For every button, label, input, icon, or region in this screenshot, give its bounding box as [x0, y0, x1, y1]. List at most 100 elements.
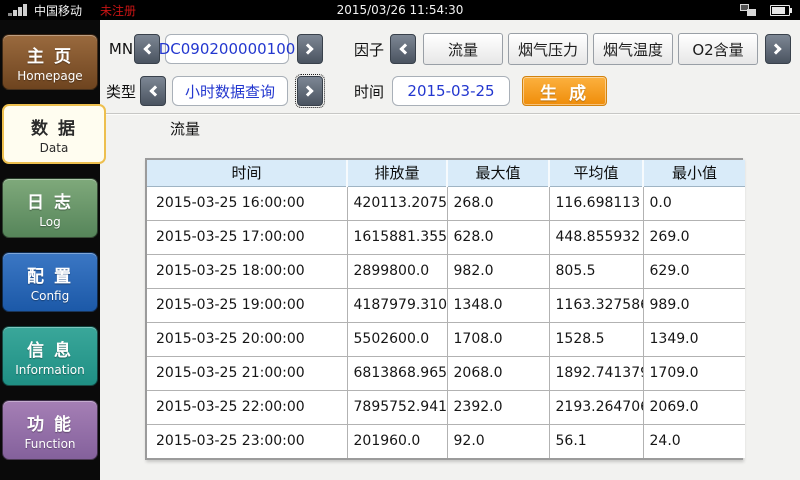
- table-cell: 6813868.9655⋯: [347, 356, 448, 391]
- sidebar-item-sublabel: Data: [39, 140, 69, 155]
- table-cell: 2015-03-25 18:00:00: [147, 254, 348, 289]
- type-prev-button[interactable]: [140, 76, 166, 106]
- table-cell: 201960.0: [347, 424, 448, 458]
- table-cell: 269.0: [643, 220, 745, 255]
- table-cell: 629.0: [643, 254, 745, 289]
- chevron-left-icon: [149, 85, 161, 97]
- sidebar-item-information[interactable]: 信 息 Information: [2, 326, 98, 386]
- table-cell: 1708.0: [447, 322, 550, 357]
- sidebar-item-label: 配 置: [27, 266, 73, 287]
- table-cell: 92.0: [447, 424, 550, 458]
- sidebar-item-label: 数 据: [31, 118, 77, 139]
- generate-button[interactable]: 生 成: [522, 76, 607, 106]
- status-bar: 中国移动 未注册 2015/03/26 11:54:30: [0, 0, 800, 20]
- mn-next-button[interactable]: [297, 34, 323, 64]
- sidebar: 主 页 Homepage 数 据 Data 日 志 Log 配 置 Config…: [0, 20, 106, 480]
- table-cell: 2899800.0: [347, 254, 448, 289]
- table-row: 2015-03-25 21:00:00 6813868.9655⋯ 2068.0…: [147, 356, 745, 391]
- factor-option-gas-temperature[interactable]: 烟气温度: [593, 33, 673, 65]
- table-row: 2015-03-25 18:00:00 2899800.0 982.0 805.…: [147, 254, 745, 289]
- sidebar-item-sublabel: Function: [24, 436, 76, 451]
- status-datetime: 2015/03/26 11:54:30: [336, 3, 464, 17]
- table-row: 2015-03-25 19:00:00 4187979.3103⋯ 1348.0…: [147, 288, 745, 323]
- sidebar-item-log[interactable]: 日 志 Log: [2, 178, 98, 238]
- carrier-label: 中国移动: [34, 3, 83, 18]
- time-value-field[interactable]: 2015-03-25: [392, 76, 510, 106]
- table-cell: 805.5: [549, 254, 644, 289]
- table-cell: 982.0: [447, 254, 550, 289]
- table-cell: 2392.0: [447, 390, 550, 425]
- network-icon: [740, 4, 756, 16]
- signal-strength-icon: [8, 4, 27, 16]
- factor-option-flow[interactable]: 流量: [423, 33, 503, 65]
- column-header-time: 时间: [147, 160, 348, 187]
- mn-prev-button[interactable]: [134, 34, 160, 64]
- table-cell: 1163.327586: [549, 288, 644, 323]
- table-cell: 2015-03-25 16:00:00: [147, 186, 348, 221]
- table-header-row: 时间 排放量 最大值 平均值 最小值: [147, 160, 745, 187]
- table-cell: 4187979.3103⋯: [347, 288, 448, 323]
- table-cell: 7895752.9411⋯: [347, 390, 448, 425]
- table-cell: 2015-03-25 21:00:00: [147, 356, 348, 391]
- form-row-mn-factor: MN DC090200000100 因子 流量 烟气压力 烟气温度 O2含量: [100, 33, 800, 65]
- factor-prev-button[interactable]: [390, 34, 416, 64]
- column-header-max: 最大值: [447, 160, 550, 187]
- table-cell: 1709.0: [643, 356, 745, 391]
- mn-label: MN: [108, 40, 134, 58]
- factor-label: 因子: [353, 40, 384, 59]
- sidebar-item-function[interactable]: 功 能 Function: [2, 400, 98, 460]
- table-cell: 268.0: [447, 186, 550, 221]
- sidebar-item-label: 主 页: [27, 46, 73, 67]
- sidebar-item-sublabel: Log: [39, 214, 61, 229]
- sidebar-item-homepage[interactable]: 主 页 Homepage: [2, 34, 98, 90]
- table-row: 2015-03-25 23:00:00 201960.0 92.0 56.1 2…: [147, 424, 745, 458]
- chevron-right-icon: [302, 85, 314, 97]
- sidebar-item-config[interactable]: 配 置 Config: [2, 252, 98, 312]
- type-label: 类型: [105, 82, 136, 101]
- table-cell: 1615881.3559⋯: [347, 220, 448, 255]
- sidebar-item-label: 信 息: [27, 340, 73, 361]
- mn-value-field[interactable]: DC090200000100: [159, 34, 295, 64]
- sidebar-item-sublabel: Homepage: [17, 68, 83, 83]
- status-icons: [740, 0, 792, 20]
- column-header-emission: 排放量: [347, 160, 448, 187]
- table-cell: 2015-03-25 20:00:00: [147, 322, 348, 357]
- table-cell: 1348.0: [447, 288, 550, 323]
- time-label: 时间: [353, 82, 384, 101]
- sidebar-item-sublabel: Config: [30, 288, 70, 303]
- table-cell: 2069.0: [643, 390, 745, 425]
- type-value-field[interactable]: 小时数据查询: [172, 76, 288, 106]
- factor-option-o2-content[interactable]: O2含量: [678, 33, 758, 65]
- chevron-right-icon: [302, 43, 314, 55]
- table-cell: 24.0: [643, 424, 745, 458]
- table-cell: 1528.5: [549, 322, 644, 357]
- sidebar-item-label: 日 志: [27, 192, 73, 213]
- factor-next-button[interactable]: [765, 34, 791, 64]
- data-table: 时间 排放量 最大值 平均值 最小值 2015-03-25 16:00:00 4…: [145, 158, 745, 460]
- sidebar-item-data[interactable]: 数 据 Data: [2, 104, 106, 164]
- table-cell: 989.0: [643, 288, 745, 323]
- sidebar-item-label: 功 能: [27, 414, 73, 435]
- column-header-min: 最小值: [643, 160, 745, 187]
- table-row: 2015-03-25 20:00:00 5502600.0 1708.0 152…: [147, 322, 745, 357]
- table-cell: 56.1: [549, 424, 644, 458]
- table-cell: 2015-03-25 19:00:00: [147, 288, 348, 323]
- table-row: 2015-03-25 16:00:00 420113.207547 268.0 …: [147, 186, 745, 221]
- table-cell: 1349.0: [643, 322, 745, 357]
- battery-icon: [770, 4, 792, 16]
- form-divider: [100, 113, 800, 115]
- sidebar-item-sublabel: Information: [15, 362, 85, 377]
- column-header-avg: 平均值: [549, 160, 644, 187]
- table-cell: 448.855932: [549, 220, 644, 255]
- table-cell: 2068.0: [447, 356, 550, 391]
- table-row: 2015-03-25 22:00:00 7895752.9411⋯ 2392.0…: [147, 390, 745, 425]
- chevron-left-icon: [399, 43, 411, 55]
- table-cell: 116.698113: [549, 186, 644, 221]
- factor-option-gas-pressure[interactable]: 烟气压力: [508, 33, 588, 65]
- type-next-button[interactable]: [295, 74, 325, 108]
- main-panel: MN DC090200000100 因子 流量 烟气压力 烟气温度 O2含量 类…: [100, 20, 800, 480]
- table-cell: 1892.741379: [549, 356, 644, 391]
- table-cell: 420113.207547: [347, 186, 448, 221]
- table-cell: 0.0: [643, 186, 745, 221]
